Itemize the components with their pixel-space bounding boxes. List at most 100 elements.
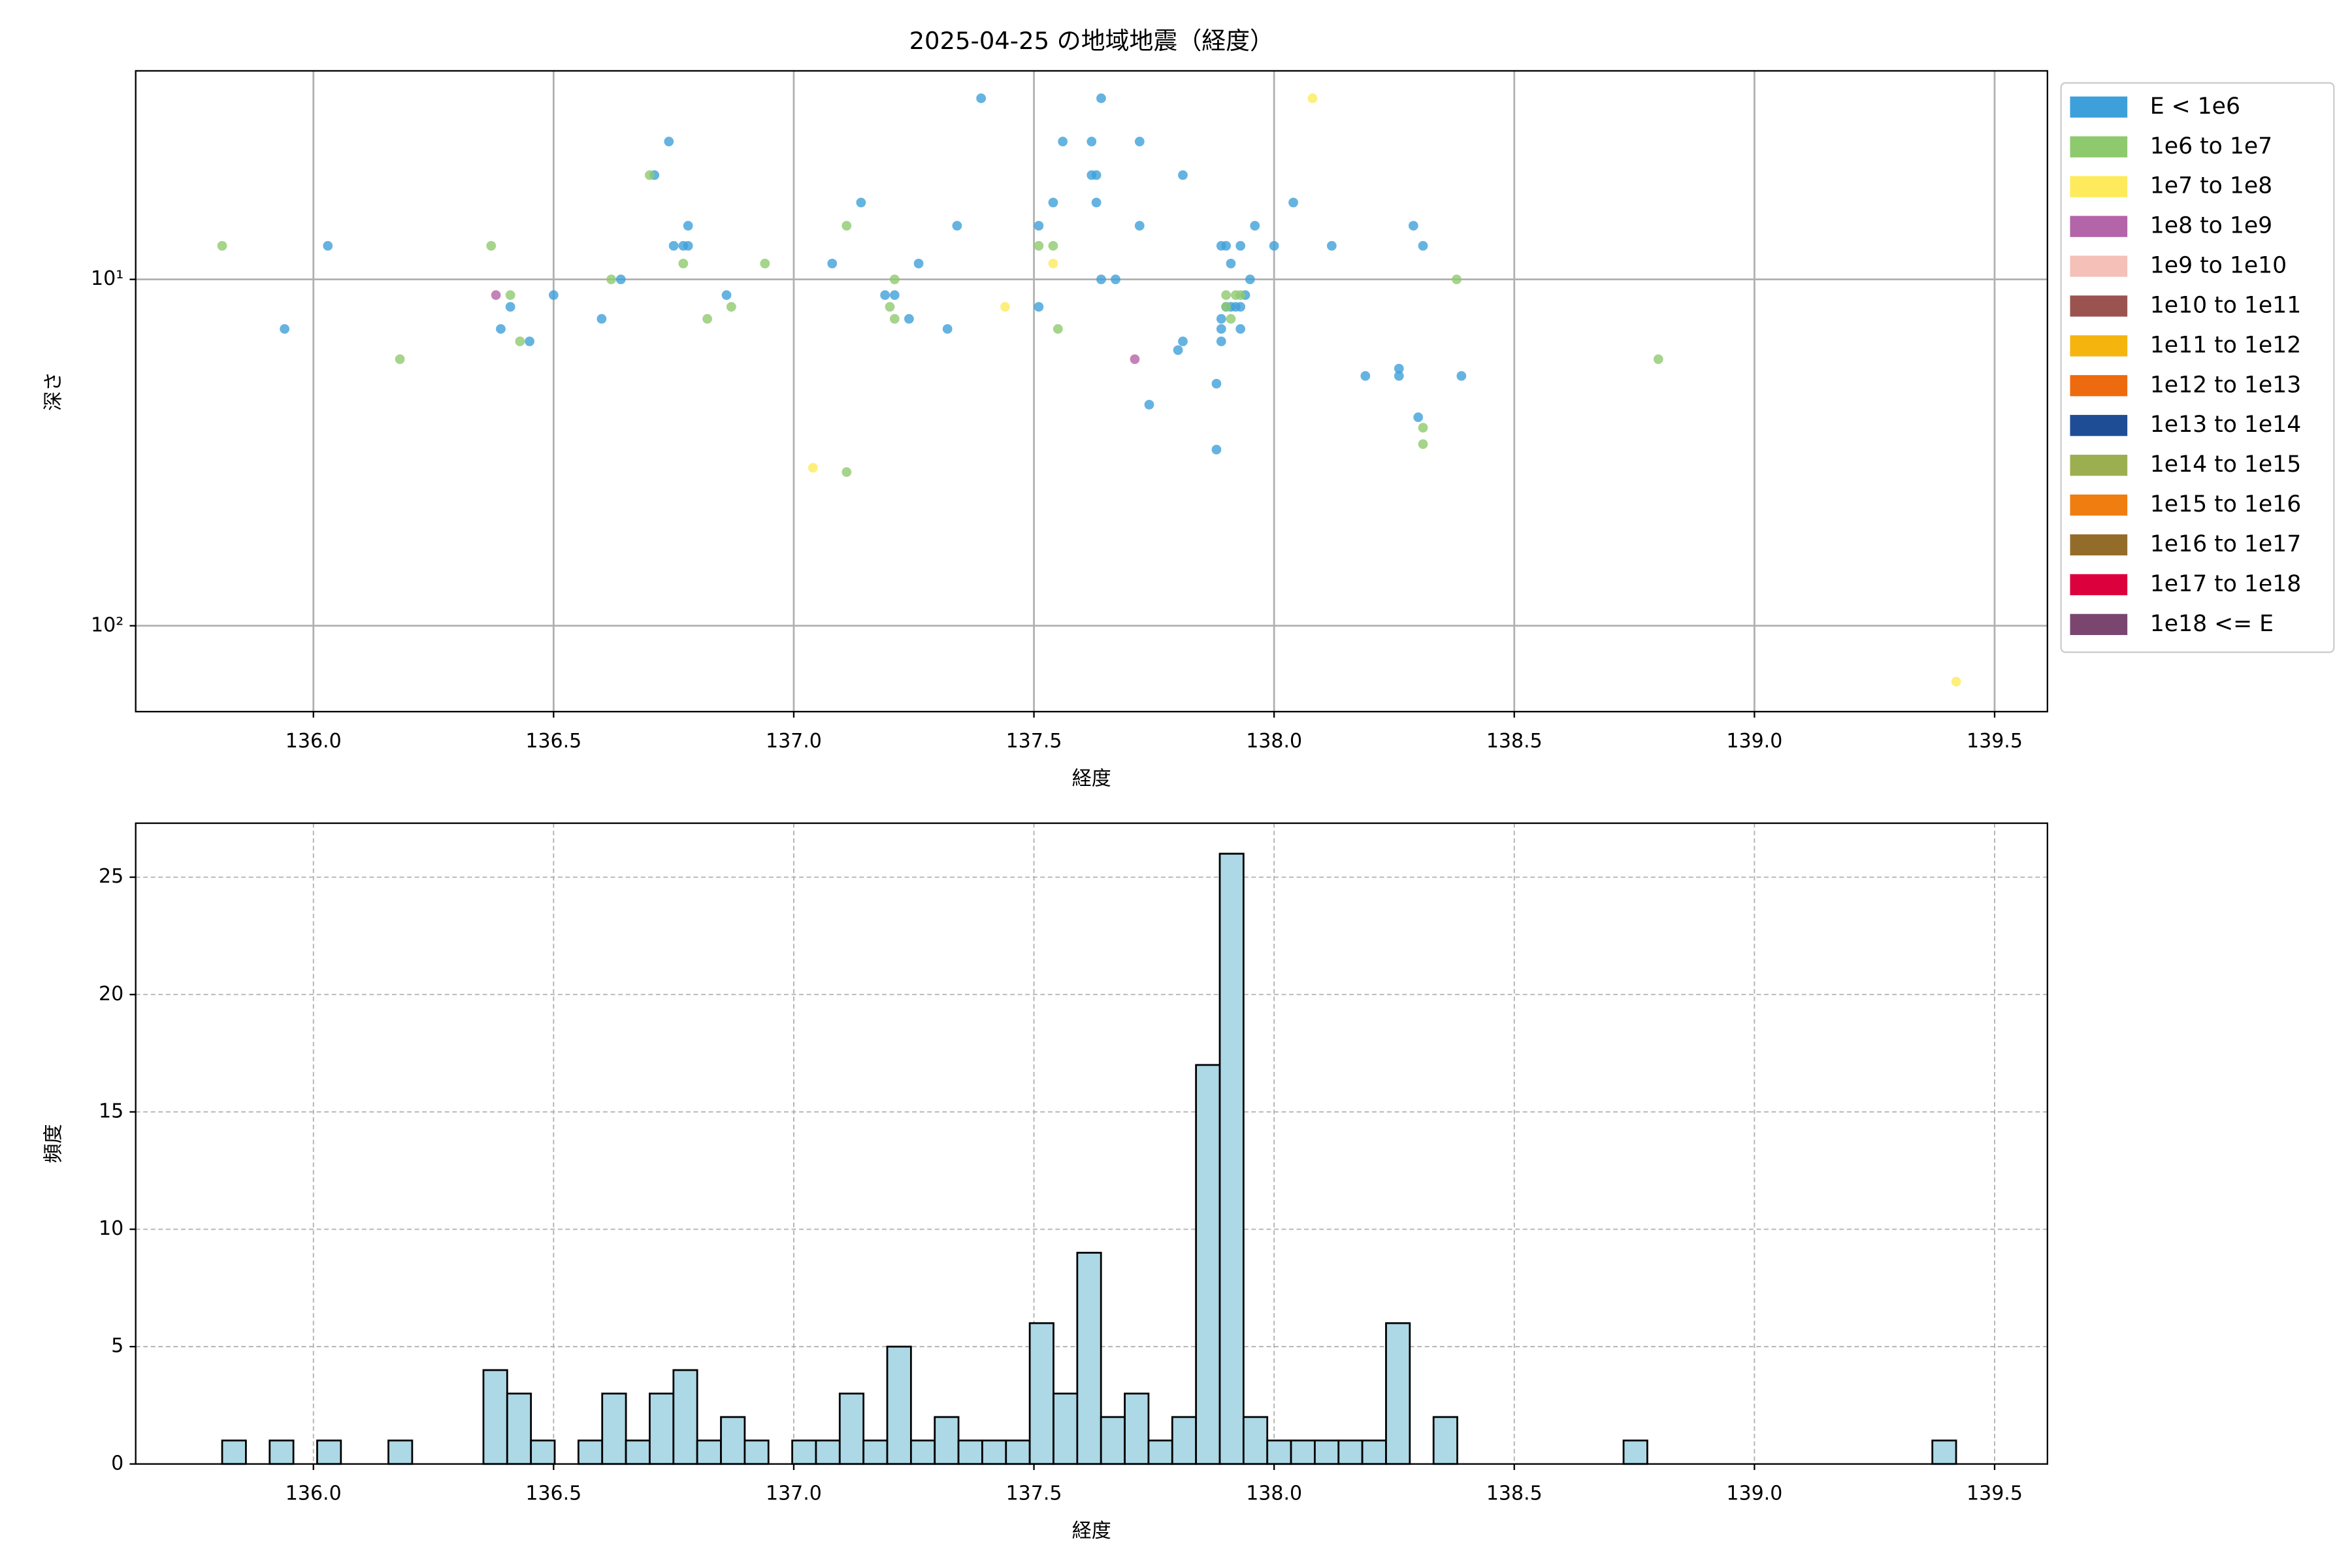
point [606,274,616,285]
point [1173,345,1183,355]
legend-label: 1e18 <= E [2150,611,2274,637]
point [1288,197,1298,208]
bar [791,1439,817,1465]
x-tick-label: 139.0 [1726,730,1782,753]
point [1653,354,1663,365]
legend-label: 1e6 to 1e7 [2150,133,2272,159]
point [1053,324,1063,334]
point [1226,314,1236,324]
point [1221,240,1232,251]
bar [1290,1439,1316,1465]
point [505,302,515,312]
point [1216,336,1226,346]
bar [1432,1416,1458,1465]
bar [625,1439,651,1465]
bar [1385,1322,1411,1465]
point [1178,170,1188,180]
y-tick-label: 15 [99,1100,123,1122]
bar [1147,1439,1173,1465]
legend-swatch [2070,216,2128,237]
bar [957,1439,983,1465]
point [1034,221,1044,231]
point [1048,240,1058,251]
point [683,240,693,251]
point [1134,221,1145,231]
y-axis-label: 頻度 [42,1124,65,1163]
legend-swatch [2070,534,2128,556]
x-tick-label: 139.5 [1967,1482,2023,1505]
point [889,274,900,285]
bar [1314,1439,1340,1465]
y-tick-label: 10 [99,1217,123,1240]
point [889,314,900,324]
x-tick-label: 136.5 [525,1482,581,1505]
chart-title: 2025-04-25 の地域地震（経度） [909,27,1274,55]
legend-label: E < 1e6 [2150,93,2240,120]
point [1211,378,1222,389]
legend-swatch [2070,455,2128,476]
point [1221,290,1232,301]
point [841,221,852,231]
bar [934,1416,960,1465]
point [721,290,732,301]
y-tick-label: 10² [91,613,123,636]
x-tick-label: 139.0 [1726,1482,1782,1505]
point [525,336,534,346]
point [1096,93,1106,103]
point [323,240,333,251]
point [1226,258,1236,269]
point [1130,354,1140,365]
point [596,314,607,324]
point [1394,371,1404,381]
point [1951,676,1961,687]
bar [909,1439,936,1465]
x-tick-label: 137.5 [1006,1482,1062,1505]
point [841,467,852,477]
legend-swatch [2070,136,2128,157]
y-axis-label: 深さ [42,372,65,411]
legend-label: 1e11 to 1e12 [2150,332,2301,358]
point [1307,93,1318,103]
point [760,258,770,269]
legend-swatch [2070,295,2128,317]
point [1235,302,1246,312]
x-tick-label: 137.5 [1006,730,1062,753]
point [880,290,890,301]
bar [1337,1439,1364,1465]
point [1418,439,1428,449]
point [1000,302,1010,312]
x-tick-label: 138.0 [1246,730,1302,753]
point [952,221,962,231]
bar [1076,1252,1102,1465]
point [808,463,818,473]
bar [506,1392,532,1465]
point [856,197,866,208]
bar [1361,1439,1387,1465]
bar [530,1439,556,1465]
legend-swatch [2070,494,2128,516]
legend-label: 1e15 to 1e16 [2150,491,2301,517]
legend-label: 1e17 to 1e18 [2150,571,2301,597]
x-tick-label: 136.5 [525,730,581,753]
y-tick-label: 25 [99,865,123,888]
point [1235,240,1246,251]
point [1086,137,1097,147]
bar [269,1439,295,1465]
point [1048,197,1058,208]
point [280,324,289,334]
point [678,258,689,269]
legend-swatch [2070,574,2128,596]
y-tick-label: 10¹ [91,267,123,290]
bar [838,1392,865,1465]
legend-label: 1e9 to 1e10 [2150,253,2287,279]
x-tick-label: 136.0 [286,730,342,753]
point [1034,240,1044,251]
point [1245,274,1255,285]
point [942,324,953,334]
bar [1242,1416,1269,1465]
point [1144,400,1154,410]
bar [387,1439,414,1465]
bar [1931,1439,1957,1465]
